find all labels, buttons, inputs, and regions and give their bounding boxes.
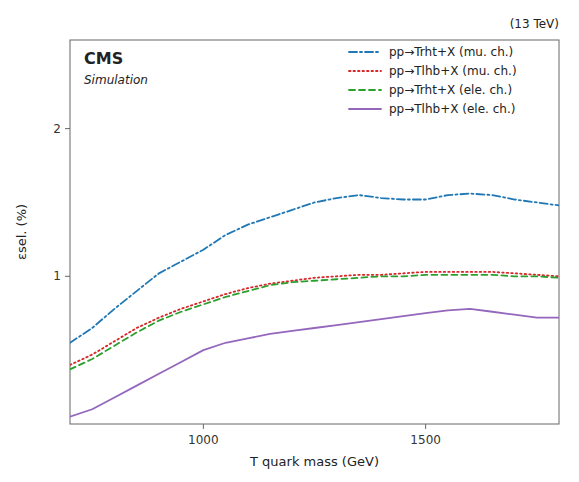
legend-swatch	[349, 51, 381, 53]
legend: pp→Trht+X (mu. ch.) pp→Tlhb+X (mu. ch.) pp…	[349, 45, 517, 116]
x-tick	[203, 424, 204, 429]
x-tick-label: 1500	[410, 433, 441, 447]
series-line	[70, 272, 559, 365]
y-tick	[65, 276, 70, 277]
series-line	[70, 194, 559, 343]
x-tick	[425, 424, 426, 429]
legend-entry: pp→Tlhb+X (ele. ch.)	[389, 102, 515, 116]
chart: 1000 1500 1 2 T quark mass (GeV) εsel. (%) (13…	[0, 0, 579, 482]
legend-swatch	[349, 70, 381, 72]
annotation: CMS	[84, 49, 123, 68]
plot-area	[70, 194, 559, 417]
legend-entry: pp→Trht+X (mu. ch.)	[389, 45, 513, 59]
x-tick-label: 1000	[188, 433, 219, 447]
x-axis-label: T quark mass (GeV)	[249, 454, 379, 469]
y-tick-label: 2	[53, 122, 61, 136]
title: (13 TeV)	[510, 17, 559, 31]
legend-entry: pp→Trht+X (ele. ch.)	[389, 83, 512, 97]
y-tick	[65, 128, 70, 129]
y-tick-label: 1	[53, 269, 61, 283]
y-axis-label: εsel. (%)	[14, 204, 29, 260]
legend-entry: pp→Tlhb+X (mu. ch.)	[389, 64, 517, 78]
series-line	[70, 309, 559, 417]
series-line	[70, 275, 559, 370]
plot-frame	[70, 40, 559, 424]
legend-swatch	[349, 108, 381, 110]
annotation: Simulation	[84, 73, 148, 87]
legend-swatch	[349, 89, 381, 91]
